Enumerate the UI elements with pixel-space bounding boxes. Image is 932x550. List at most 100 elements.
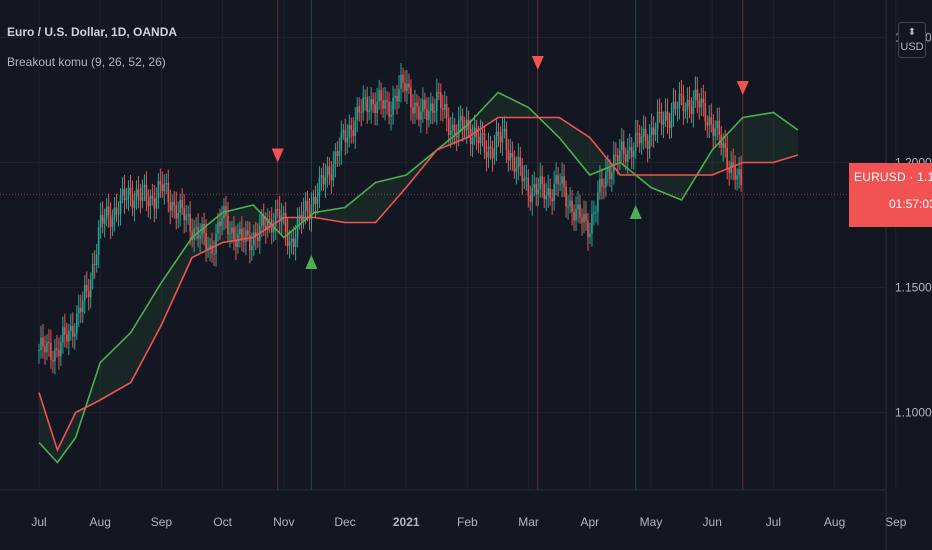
candle-body <box>60 342 62 357</box>
candle-body <box>451 124 454 131</box>
green-line <box>38 91 799 464</box>
candle-body <box>557 175 559 184</box>
candle-body <box>700 98 703 108</box>
candle-body <box>585 213 587 221</box>
candle-body <box>390 114 392 117</box>
candle-body <box>521 166 524 182</box>
candle-body <box>718 120 721 136</box>
candle-body <box>251 245 253 251</box>
symbol-title[interactable]: Euro / U.S. Dollar, 1D, OANDA <box>7 25 178 39</box>
candle-body <box>247 230 249 236</box>
candle-body <box>44 346 46 353</box>
time-axis-label: Mar <box>518 515 539 529</box>
candle-body <box>660 112 663 125</box>
candle-body <box>593 212 595 215</box>
chart-legend: Euro / U.S. Dollar, 1D, OANDA Breakout k… <box>7 24 177 70</box>
candle-body <box>656 111 659 130</box>
candle-body <box>573 212 575 221</box>
candle-body <box>278 209 281 222</box>
time-axis[interactable]: Jul Aug Sep Oct Nov Dec 2021 Feb Mar Apr May Jun Jul… <box>0 489 907 529</box>
candle-body <box>680 93 683 96</box>
candle-body <box>183 207 185 221</box>
candle-body <box>97 227 100 256</box>
price-axis[interactable]: 1.250001.200001.150001.10000 <box>885 0 932 550</box>
candle-body <box>690 106 693 114</box>
candle-body <box>175 205 178 219</box>
time-axis-label: Jun <box>703 515 722 529</box>
candle-body <box>672 101 675 114</box>
candle-body <box>622 141 625 155</box>
candle-body <box>141 187 144 201</box>
candle-body <box>601 178 603 187</box>
candle-body <box>640 136 643 144</box>
last-price-tag: EURUSD · 1.18730 01:57:03 <box>849 163 932 227</box>
candle-body <box>529 195 532 202</box>
candle-body <box>58 350 60 357</box>
candle-body <box>477 136 480 144</box>
candle-body <box>414 102 416 114</box>
candle-body <box>89 279 92 298</box>
candle-body <box>93 264 96 266</box>
study-title[interactable]: Breakout komu (9, 26, 52, 26) <box>7 55 166 69</box>
candle-body <box>398 88 400 102</box>
candle-body <box>105 206 108 219</box>
candle-body <box>461 116 464 130</box>
candle-body <box>591 214 593 234</box>
price-axis-label: 1.10000 <box>895 406 932 420</box>
candle-body <box>229 233 231 235</box>
candle-body <box>157 181 160 198</box>
candle-body <box>404 82 406 91</box>
candle-body <box>290 238 293 242</box>
candle-body <box>352 129 355 137</box>
candle-body <box>507 149 510 161</box>
candle-body <box>70 325 72 331</box>
candle-body <box>121 188 124 195</box>
candle-body <box>416 102 418 107</box>
candle-body <box>171 202 174 211</box>
candle-body <box>412 107 414 114</box>
candle-body <box>428 111 430 121</box>
currency-button[interactable]: ⬍ USD <box>898 22 926 58</box>
candle-body <box>388 101 390 117</box>
candle-body <box>611 172 613 180</box>
candle-body <box>630 147 633 158</box>
candle-body <box>487 146 490 158</box>
candle-body <box>298 215 301 218</box>
candle-body <box>155 197 158 209</box>
candle-body <box>736 175 738 180</box>
candle-body <box>493 147 496 159</box>
time-axis-label: Apr <box>580 515 599 529</box>
candle-body <box>179 200 182 213</box>
candle-body <box>286 232 289 247</box>
candle-body <box>674 101 677 109</box>
candle-body <box>686 100 689 111</box>
candle-body <box>483 133 486 153</box>
candle-body <box>231 227 233 234</box>
candle-body <box>195 227 197 229</box>
candle-body <box>320 175 323 178</box>
candle-body <box>432 103 434 113</box>
candle-body <box>732 162 734 167</box>
candle-body <box>539 176 542 190</box>
candle-body <box>256 236 259 241</box>
candle-body <box>632 151 635 158</box>
candle-body <box>143 184 146 188</box>
candle-body <box>728 168 730 173</box>
candle-body <box>133 200 136 208</box>
candle-body <box>249 235 251 251</box>
candle-body <box>235 239 237 247</box>
candle-body <box>239 228 241 235</box>
last-price-label: EURUSD · 1.18730 <box>854 170 932 184</box>
candle-body <box>441 107 444 110</box>
candle-body <box>83 285 86 301</box>
candle-body <box>443 104 446 110</box>
candle-body <box>360 112 363 114</box>
candle-body <box>497 131 500 137</box>
candle-body <box>308 211 311 219</box>
candle-body <box>213 253 215 255</box>
candle-body <box>85 285 88 292</box>
candle-body <box>547 188 549 196</box>
candle-body <box>332 164 335 181</box>
candle-body <box>384 100 386 109</box>
